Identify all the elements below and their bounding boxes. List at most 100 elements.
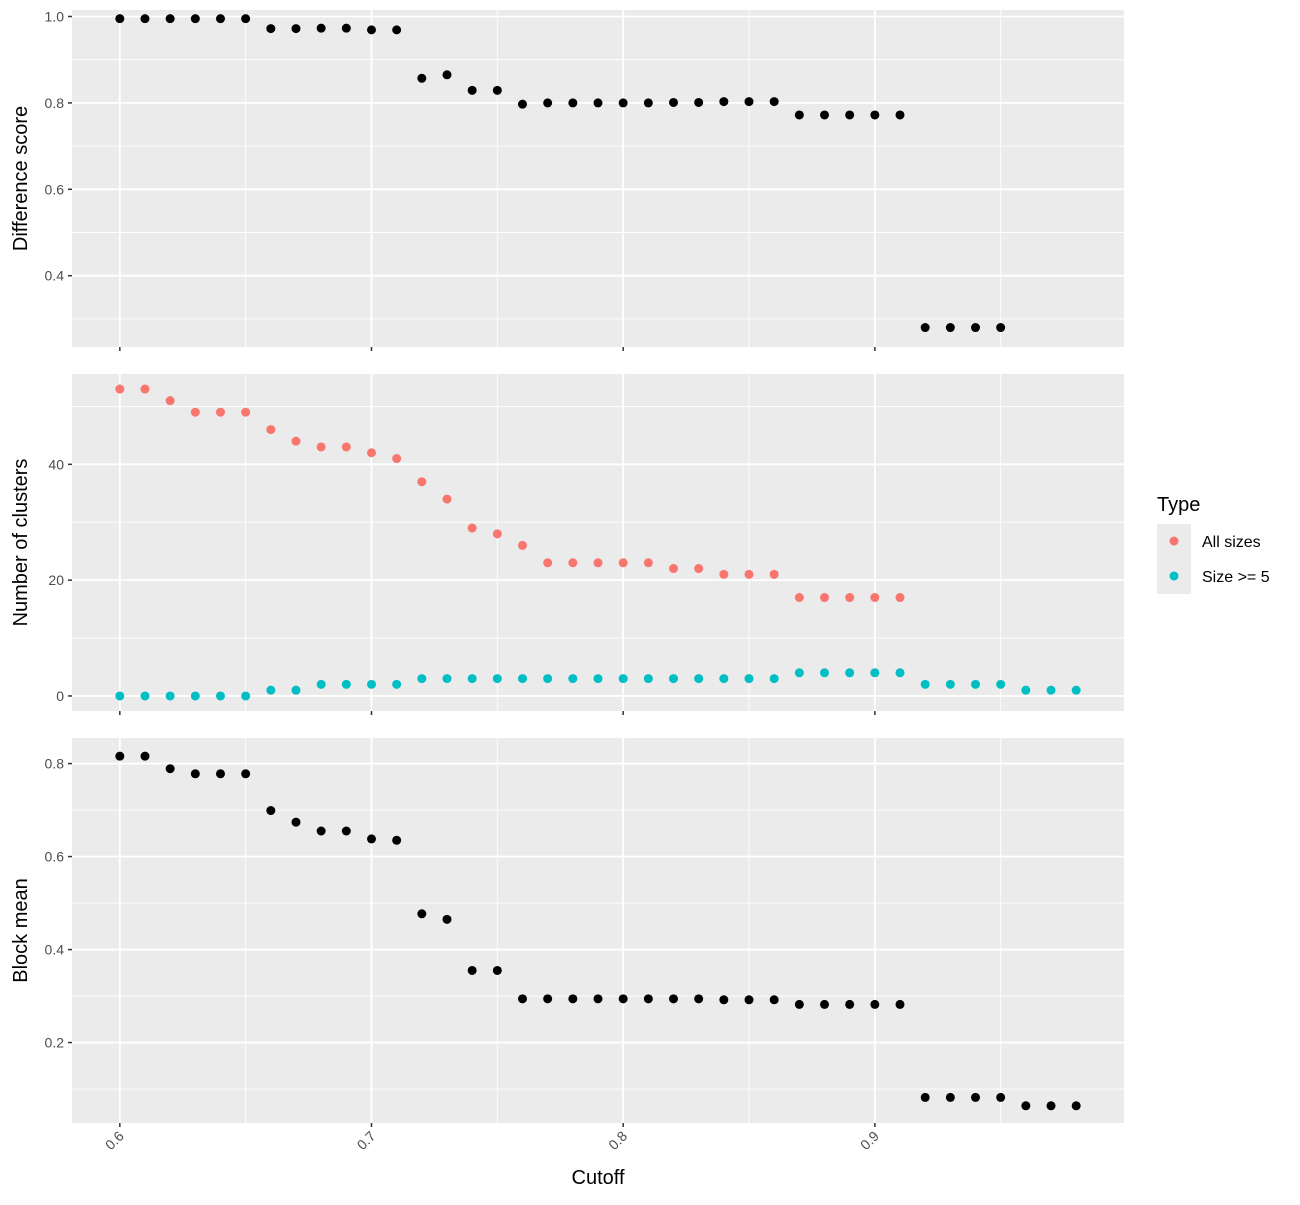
data-point <box>417 73 427 83</box>
data-point <box>492 965 502 975</box>
data-point <box>266 806 276 816</box>
data-point <box>643 558 653 568</box>
y-axis-title-block-mean: Block mean <box>10 878 32 983</box>
data-point <box>165 691 175 701</box>
data-point <box>618 994 628 1004</box>
series-points-0 <box>115 14 1006 333</box>
data-point <box>165 14 175 24</box>
data-point <box>971 679 981 689</box>
data-point <box>316 442 326 452</box>
data-point <box>215 769 225 779</box>
data-point <box>316 679 326 689</box>
data-point <box>341 442 351 452</box>
data-point <box>618 558 628 568</box>
data-point <box>669 994 679 1004</box>
data-point <box>945 1092 955 1102</box>
data-point <box>744 569 754 579</box>
data-point <box>794 999 804 1009</box>
data-point <box>643 98 653 108</box>
data-point <box>366 679 376 689</box>
data-point <box>366 834 376 844</box>
data-point <box>241 769 251 779</box>
data-point <box>291 685 301 695</box>
chart-panels: 0.4 0.6 0.8 1.0 Difference score 0 20 40 Number … <box>10 8 1124 1153</box>
data-point <box>895 110 905 120</box>
legend-item-all-sizes: All sizes <box>1157 524 1261 559</box>
data-point <box>568 558 578 568</box>
data-point <box>241 691 251 701</box>
data-point <box>190 407 200 417</box>
data-point <box>669 97 679 107</box>
data-point <box>618 98 628 108</box>
data-point <box>694 994 704 1004</box>
y-tick-label: 0.2 <box>45 1035 65 1051</box>
panel-background <box>72 10 1124 347</box>
legend-label-size-5: Size >= 5 <box>1202 569 1270 586</box>
data-point <box>165 764 175 774</box>
data-point <box>341 679 351 689</box>
data-point <box>593 674 603 684</box>
data-point <box>820 110 830 120</box>
data-point <box>719 674 729 684</box>
data-point <box>517 994 527 1004</box>
data-point <box>744 674 754 684</box>
data-point <box>366 448 376 458</box>
panel-difference-score: 0.4 0.6 0.8 1.0 Difference score <box>10 8 1124 351</box>
series-size-5 <box>115 668 1081 701</box>
data-point <box>543 674 553 684</box>
data-point <box>996 323 1006 333</box>
data-point <box>115 384 125 394</box>
data-point <box>744 97 754 107</box>
data-point <box>442 70 452 80</box>
x-tick-label: 0.7 <box>354 1128 379 1153</box>
data-point <box>1021 685 1031 695</box>
data-point <box>543 558 553 568</box>
data-point <box>115 691 125 701</box>
data-point <box>945 679 955 689</box>
data-point <box>568 994 578 1004</box>
data-point <box>618 674 628 684</box>
data-point <box>870 593 880 603</box>
data-point <box>845 110 855 120</box>
y-tick-label: 0 <box>56 688 64 704</box>
data-point <box>316 23 326 33</box>
y-tick-label: 0.8 <box>45 95 65 111</box>
data-point <box>442 674 452 684</box>
panel-background <box>72 738 1124 1123</box>
y-tick-label: 0.6 <box>45 181 65 197</box>
data-point <box>845 668 855 678</box>
data-point <box>115 14 125 24</box>
data-point <box>241 14 251 24</box>
data-point <box>971 1092 981 1102</box>
data-point <box>669 564 679 574</box>
data-point <box>341 826 351 836</box>
data-point <box>895 593 905 603</box>
data-point <box>719 97 729 107</box>
data-point <box>794 110 804 120</box>
data-point <box>543 994 553 1004</box>
data-point <box>870 110 880 120</box>
y-tick-label: 40 <box>48 456 64 472</box>
data-point <box>241 407 251 417</box>
data-point <box>870 999 880 1009</box>
data-point <box>467 965 477 975</box>
data-point <box>517 540 527 550</box>
data-point <box>341 23 351 33</box>
data-point <box>492 529 502 539</box>
data-point <box>694 97 704 107</box>
data-point <box>442 914 452 924</box>
data-point <box>467 85 477 95</box>
data-point <box>593 558 603 568</box>
data-point <box>794 668 804 678</box>
data-point <box>291 817 301 827</box>
panel-number-of-clusters: 0 20 40 Number of clusters <box>10 374 1124 715</box>
data-point <box>945 323 955 333</box>
data-point <box>392 454 402 464</box>
data-point <box>543 98 553 108</box>
data-point <box>1071 1101 1081 1111</box>
data-point <box>769 97 779 107</box>
data-point <box>568 98 578 108</box>
data-point <box>492 85 502 95</box>
data-point <box>643 994 653 1004</box>
data-point <box>870 668 880 678</box>
